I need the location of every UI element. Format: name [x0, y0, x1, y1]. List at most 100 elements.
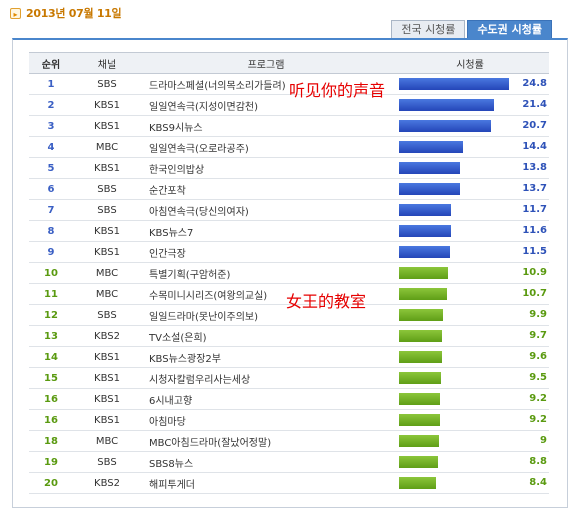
- program-cell: 일일드라마(못난이주의보): [141, 304, 391, 326]
- table-body: 1 SBS 드라마스페셜(너의목소리가들려) 24.8 2 KBS1 일일연속극(지성이면감…: [29, 73, 549, 494]
- rank-cell: 14: [29, 346, 73, 368]
- date-header: ▸ 2013년 07월 11일: [10, 5, 122, 21]
- rating-cell: 10.7: [391, 283, 549, 305]
- program-cell: 드라마스페셜(너의목소리가들려): [141, 73, 391, 95]
- channel-cell: KBS1: [73, 367, 141, 389]
- table-row: 14 KBS1 KBS뉴스광장2부 9.6: [29, 346, 549, 368]
- channel-cell: KBS1: [73, 94, 141, 116]
- rank-cell: 10: [29, 262, 73, 284]
- rating-bar: [399, 120, 492, 132]
- rating-value: 9.5: [529, 372, 547, 383]
- channel-cell: KBS1: [73, 241, 141, 263]
- table-row: 1 SBS 드라마스페셜(너의목소리가들려) 24.8: [29, 73, 549, 95]
- channel-cell: KBS1: [73, 346, 141, 368]
- program-cell: 일일연속극(오로라공주): [141, 136, 391, 158]
- channel-cell: SBS: [73, 199, 141, 221]
- column-header-rank: 순위: [29, 52, 73, 74]
- rating-cell: 9.2: [391, 409, 549, 431]
- rating-bar: [399, 162, 461, 174]
- rating-value: 9.7: [529, 330, 547, 341]
- table-row: 18 MBC MBC아침드라마(잘났어정말) 9: [29, 430, 549, 452]
- program-cell: 순간포착: [141, 178, 391, 200]
- rating-bar: [399, 99, 495, 111]
- rating-value: 24.8: [522, 78, 547, 89]
- rank-cell: 16: [29, 409, 73, 431]
- table-row: 7 SBS 아침연속극(당신의여자) 11.7: [29, 199, 549, 221]
- channel-cell: KBS1: [73, 220, 141, 242]
- annotation-text: 听见你的声音: [289, 81, 386, 100]
- channel-cell: MBC: [73, 430, 141, 452]
- channel-cell: KBS1: [73, 409, 141, 431]
- rating-bar: [399, 267, 448, 279]
- program-cell: MBC아침드라마(잘났어정말): [141, 430, 391, 452]
- rating-value: 20.7: [522, 120, 547, 131]
- program-cell: 특별기획(구암허준): [141, 262, 391, 284]
- program-cell: 아침마당: [141, 409, 391, 431]
- table-row: 15 KBS1 시청자칼럼우리사는세상 9.5: [29, 367, 549, 389]
- rank-cell: 19: [29, 451, 73, 473]
- rating-cell: 21.4: [391, 94, 549, 116]
- rank-cell: 3: [29, 115, 73, 137]
- rank-cell: 7: [29, 199, 73, 221]
- table-header-row: 순위 채널 프로그램 시청률: [29, 52, 549, 74]
- rating-bar: [399, 435, 440, 447]
- rating-value: 8.4: [529, 477, 547, 488]
- channel-cell: SBS: [73, 451, 141, 473]
- program-cell: 인간극장: [141, 241, 391, 263]
- rating-cell: 13.7: [391, 178, 549, 200]
- rank-cell: 5: [29, 157, 73, 179]
- rating-cell: 9.5: [391, 367, 549, 389]
- rating-cell: 9: [391, 430, 549, 452]
- rating-bar: [399, 246, 451, 258]
- rating-cell: 10.9: [391, 262, 549, 284]
- rank-cell: 16: [29, 388, 73, 410]
- channel-cell: MBC: [73, 136, 141, 158]
- rank-cell: 20: [29, 472, 73, 494]
- rating-cell: 8.4: [391, 472, 549, 494]
- program-cell: 시청자칼럼우리사는세상: [141, 367, 391, 389]
- tab-national-rating[interactable]: 전국 시청률: [391, 20, 466, 38]
- rank-cell: 12: [29, 304, 73, 326]
- rating-bar: [399, 414, 440, 426]
- rating-bar: [399, 204, 452, 216]
- rating-tabs: 전국 시청률 수도권 시청률: [389, 20, 552, 38]
- table-row: 19 SBS SBS8뉴스 8.8: [29, 451, 549, 473]
- program-cell: TV소설(은희): [141, 325, 391, 347]
- rank-cell: 15: [29, 367, 73, 389]
- rating-value: 11.5: [522, 246, 547, 257]
- rating-value: 10.9: [522, 267, 547, 278]
- rating-bar: [399, 78, 510, 90]
- rank-cell: 8: [29, 220, 73, 242]
- channel-cell: KBS2: [73, 472, 141, 494]
- column-header-channel: 채널: [73, 52, 141, 74]
- rating-cell: 11.7: [391, 199, 549, 221]
- program-cell: KBS뉴스7: [141, 220, 391, 242]
- table-row: 2 KBS1 일일연속극(지성이면감천) 21.4: [29, 94, 549, 116]
- tab-capital-rating[interactable]: 수도권 시청률: [467, 20, 552, 38]
- rating-bar: [399, 351, 442, 363]
- table-row: 13 KBS2 TV소설(은희) 9.7: [29, 325, 549, 347]
- rating-bar: [399, 393, 440, 405]
- rank-cell: 13: [29, 325, 73, 347]
- rating-value: 9.2: [529, 393, 547, 404]
- rank-cell: 9: [29, 241, 73, 263]
- program-cell: 수목미니시리즈(여왕의교실): [141, 283, 391, 305]
- table-row: 8 KBS1 KBS뉴스7 11.6: [29, 220, 549, 242]
- rating-bar: [399, 372, 442, 384]
- rating-value: 9.9: [529, 309, 547, 320]
- rank-cell: 18: [29, 430, 73, 452]
- ratings-panel: 순위 채널 프로그램 시청률 1 SBS 드라마스페셜(너의목소리가들려) 24.8 2…: [12, 38, 568, 508]
- rating-bar: [399, 309, 444, 321]
- table-row: 6 SBS 순간포착 13.7: [29, 178, 549, 200]
- ratings-table: 순위 채널 프로그램 시청률 1 SBS 드라마스페셜(너의목소리가들려) 24.8 2…: [29, 52, 549, 494]
- rating-bar: [399, 288, 447, 300]
- rating-value: 9.2: [529, 414, 547, 425]
- column-header-rating: 시청률: [391, 52, 549, 74]
- rating-bar: [399, 225, 451, 237]
- rating-cell: 9.9: [391, 304, 549, 326]
- program-cell: 아침연속극(당신의여자): [141, 199, 391, 221]
- rank-cell: 2: [29, 94, 73, 116]
- table-row: 12 SBS 일일드라마(못난이주의보) 9.9: [29, 304, 549, 326]
- column-header-program: 프로그램: [141, 52, 391, 74]
- table-row: 3 KBS1 KBS9시뉴스 20.7: [29, 115, 549, 137]
